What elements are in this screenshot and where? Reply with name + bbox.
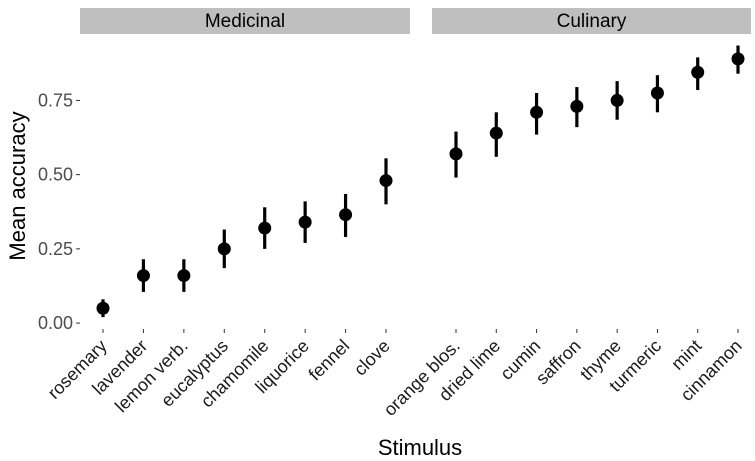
x-tick-label: fennel [305,336,354,385]
data-point [489,126,503,140]
facet-strip-label: Medicinal [205,11,285,32]
facet-strips: Medicinal Culinary [80,8,751,34]
y-tick-label: 0.25 [38,239,73,259]
y-tick-label: 0.50 [38,165,73,185]
x-tick-label: clove [350,336,394,380]
data-point [691,65,705,79]
data-point [449,147,463,161]
y-axis-title: Mean accuracy [5,111,30,260]
facet-strip-label: Culinary [557,11,627,32]
x-axis-title: Stimulus [378,435,462,460]
facet-strip-1 [432,8,751,34]
y-axis: 0.00 0.25 0.50 0.75 [38,90,80,333]
data-point [530,105,544,119]
y-tick-label: 0.00 [38,313,73,333]
data-point [570,99,584,113]
data-point [217,242,231,256]
data-point [96,301,110,315]
data-point [731,52,745,66]
facet-strip-0 [80,8,410,34]
data-point [610,93,624,107]
data-point [339,208,353,222]
panel-culinary: orange blos.dried limecuminsaffronthymet… [380,45,746,420]
data-point [258,221,272,235]
data-point [298,215,312,229]
data-point [177,269,191,283]
data-point [650,86,664,100]
data-point [136,269,150,283]
y-tick-label: 0.75 [38,90,73,110]
x-tick-label: saffron [532,336,585,389]
data-point [379,174,393,188]
